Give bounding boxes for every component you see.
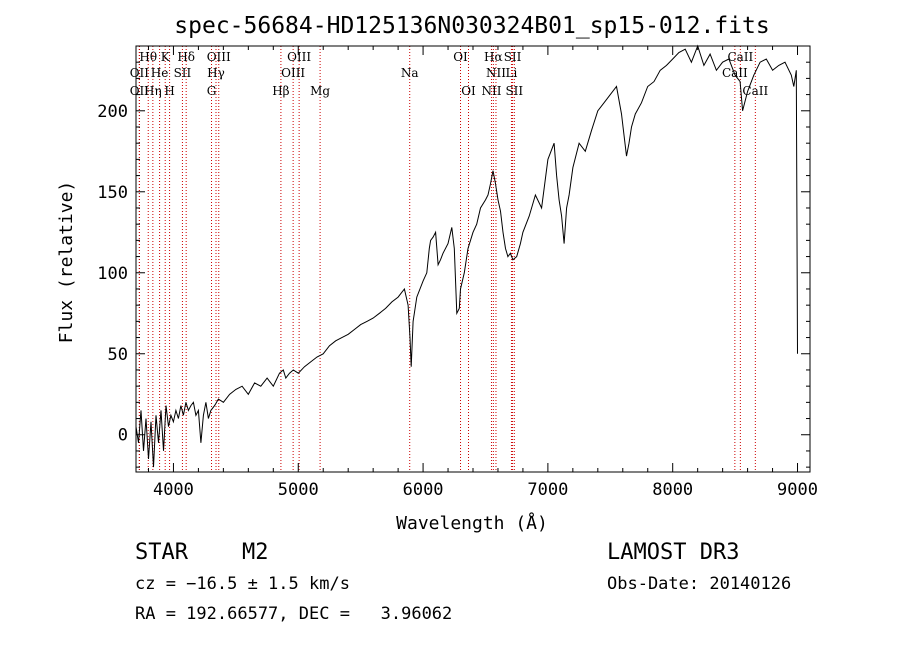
x-axis-label: Wavelength (Å) [396,512,548,534]
line-marker-label: OIII [207,50,231,64]
line-marker-label: H [164,84,174,98]
y-tick-label: 100 [97,264,128,284]
line-marker-label: OIII [281,66,305,80]
line-marker-label: OIII [287,50,311,64]
line-marker-label: SII [174,66,192,80]
y-tick-label: 50 [108,345,128,365]
x-tick-label: 8000 [652,480,693,500]
y-axis-label: Flux (relative) [56,181,77,344]
line-marker-label: G [207,84,217,98]
line-marker-label: Mg [310,84,330,98]
line-marker-label: Hβ [272,84,289,98]
line-marker-label: OII [130,84,150,98]
line-marker-label: OII [130,66,150,80]
line-marker-label: SII [504,50,522,64]
object-class: STAR [135,540,188,565]
line-marker-label: Hδ [177,50,195,64]
redshift-velocity: cz = −16.5 ± 1.5 km/s [135,574,350,594]
line-marker-label: Li [506,66,518,80]
line-marker-label: CaII [722,66,748,80]
chart-title: spec-56684-HD125136N030324B01_sp15-012.f… [174,13,769,39]
line-marker-label: Na [401,66,419,80]
object-subclass: M2 [242,540,269,565]
line-marker-label: K [161,50,171,64]
x-tick-label: 9000 [777,480,818,500]
x-tick-label: 7000 [527,480,568,500]
y-tick-label: 150 [97,183,128,203]
x-tick-label: 4000 [153,480,194,500]
plot-frame [135,45,811,473]
x-tick-label: 6000 [403,480,444,500]
x-axis-ticks: 4000 5000 6000 7000 8000 9000 [147,46,818,500]
line-marker-label: Hη [144,84,162,98]
line-marker-label: NII [486,66,506,80]
coordinates: RA = 192.66577, DEC = 3.96062 [135,604,453,624]
line-marker-label: CaII [727,50,753,64]
survey-name: LAMOST DR3 [607,540,740,565]
line-marker-label: Hα [484,50,503,64]
line-marker-label: He [151,66,169,80]
observation-date: Obs-Date: 20140126 [607,574,792,594]
line-marker-label: OI [461,84,476,98]
line-marker-label: Hθ [139,50,157,64]
spectrum-line [135,44,798,468]
line-marker-label: SII [505,84,523,98]
emission-line-markers [138,46,756,472]
line-marker-label: OI [453,50,468,64]
y-tick-label: 0 [118,426,128,446]
line-marker-label: NII [481,84,501,98]
x-tick-label: 5000 [278,480,319,500]
line-marker-label: Hγ [207,66,225,80]
y-tick-label: 200 [97,102,128,122]
y-axis-ticks: 0 50 100 150 200 [97,45,810,468]
